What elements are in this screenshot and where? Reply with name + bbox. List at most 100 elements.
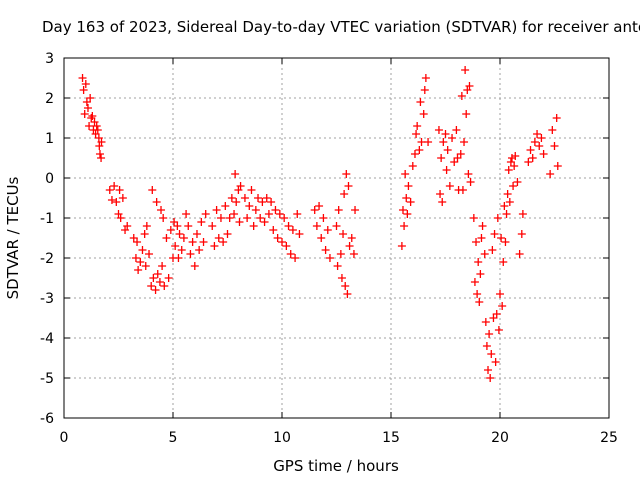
data-point <box>230 210 239 218</box>
data-point <box>497 234 506 242</box>
data-point <box>452 126 461 134</box>
data-point <box>533 130 542 138</box>
data-point <box>500 202 509 210</box>
data-point <box>251 206 260 214</box>
data-point <box>524 158 533 166</box>
data-point <box>93 126 102 134</box>
data-point <box>157 206 166 214</box>
data-point <box>173 222 182 230</box>
data-point <box>197 218 206 226</box>
data-point <box>293 210 302 218</box>
data-point <box>485 330 494 338</box>
data-point <box>484 366 493 374</box>
data-point <box>410 150 419 158</box>
data-point <box>208 222 217 230</box>
data-point <box>79 86 88 94</box>
y-tick-label: -5 <box>40 371 54 387</box>
data-point <box>342 170 351 178</box>
y-tick-label: -3 <box>40 291 54 307</box>
data-point <box>155 278 164 286</box>
data-point <box>491 358 500 366</box>
data-point <box>436 190 445 198</box>
data-point <box>164 274 173 282</box>
data-point <box>105 186 114 194</box>
data-point <box>174 254 183 262</box>
data-point <box>398 206 407 214</box>
data-point <box>323 226 332 234</box>
data-point <box>518 210 527 218</box>
data-point <box>408 162 417 170</box>
x-tick-label: 5 <box>169 430 178 446</box>
data-point <box>442 166 451 174</box>
y-tick-label: 0 <box>45 171 54 187</box>
data-point <box>509 182 518 190</box>
data-point <box>199 238 208 246</box>
data-point <box>115 186 124 194</box>
data-point <box>112 198 121 206</box>
data-point <box>188 238 197 246</box>
data-point <box>488 246 497 254</box>
data-point <box>457 92 466 100</box>
data-point <box>278 238 286 246</box>
y-tick-label: -6 <box>40 411 54 427</box>
data-point <box>349 250 358 258</box>
data-point <box>477 234 486 242</box>
data-point <box>192 230 201 238</box>
data-point <box>95 150 104 158</box>
data-point <box>152 198 161 206</box>
data-point <box>319 214 328 222</box>
data-point <box>190 262 199 270</box>
data-point <box>415 146 424 154</box>
data-point <box>249 222 258 230</box>
data-point <box>179 234 188 242</box>
data-point <box>81 80 90 88</box>
y-tick-label: -2 <box>40 251 54 267</box>
data-point <box>175 230 184 238</box>
data-point <box>116 214 125 222</box>
data-point <box>151 286 160 294</box>
data-point <box>517 230 526 238</box>
y-tick-label: -4 <box>40 331 54 347</box>
data-point <box>107 196 116 204</box>
data-point <box>539 150 548 158</box>
data-point <box>210 242 219 250</box>
data-point <box>503 190 512 198</box>
x-tick-label: 0 <box>60 430 69 446</box>
data-point <box>280 214 289 222</box>
data-point <box>493 214 502 222</box>
data-point <box>344 182 353 190</box>
data-point <box>397 242 406 250</box>
data-point <box>343 290 352 298</box>
data-point <box>201 210 210 218</box>
data-point <box>466 178 475 186</box>
data-point <box>160 282 169 290</box>
data-point <box>262 194 271 202</box>
data-point <box>481 318 490 326</box>
data-point <box>548 126 557 134</box>
data-point <box>140 230 149 238</box>
data-point <box>123 222 132 230</box>
data-point <box>406 198 415 206</box>
data-point <box>317 234 326 242</box>
data-point <box>401 170 410 178</box>
data-point <box>325 254 334 262</box>
data-point <box>256 214 265 222</box>
data-point <box>166 226 175 234</box>
data-point <box>282 242 291 250</box>
data-point <box>219 238 228 246</box>
x-tick-label: 25 <box>600 430 618 446</box>
data-point <box>456 150 465 158</box>
data-point <box>504 166 513 174</box>
data-point <box>284 222 293 230</box>
data-point <box>341 282 350 290</box>
data-point <box>498 302 507 310</box>
data-point <box>461 66 470 74</box>
data-point <box>288 226 297 234</box>
data-point <box>472 238 481 246</box>
data-point <box>478 222 487 230</box>
grid <box>64 58 609 418</box>
data-point <box>510 162 519 170</box>
plot-frame <box>63 57 610 419</box>
data-point <box>441 130 450 138</box>
data-point <box>295 230 304 238</box>
